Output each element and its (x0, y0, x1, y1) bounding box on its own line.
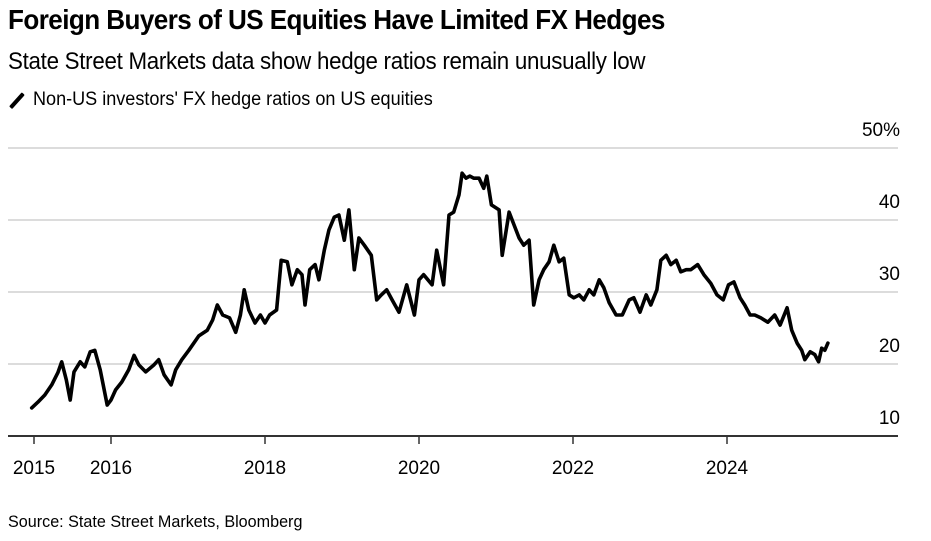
x-tick-label: 2015 (13, 458, 55, 479)
gridlines (8, 147, 898, 365)
x-tick-label: 2020 (398, 458, 440, 479)
y-tick-label: 40 (879, 192, 900, 213)
x-tick-label: 2016 (90, 458, 132, 479)
x-axis: 2015 2016 2018 2020 2022 2024 (8, 435, 898, 479)
x-tick-label: 2024 (706, 458, 749, 479)
series-lines (29, 171, 830, 410)
x-tick-label: 2022 (552, 458, 594, 479)
series-line-hedge-ratio (29, 171, 830, 410)
y-tick-label: 30 (879, 264, 900, 285)
y-tick-label: 50% (862, 120, 900, 141)
x-tick-label: 2018 (244, 458, 286, 479)
chart-subtitle: State Street Markets data show hedge rat… (8, 48, 646, 75)
source-note: Source: State Street Markets, Bloomberg (8, 512, 303, 531)
legend-label: Non-US investors' FX hedge ratios on US … (33, 89, 433, 110)
y-axis: 50% 40 30 20 10 (862, 120, 900, 429)
legend: Non-US investors' FX hedge ratios on US … (8, 89, 454, 111)
chart-title: Foreign Buyers of US Equities Have Limit… (8, 4, 665, 35)
y-tick-label: 10 (879, 408, 900, 429)
y-tick-label: 20 (879, 336, 900, 357)
